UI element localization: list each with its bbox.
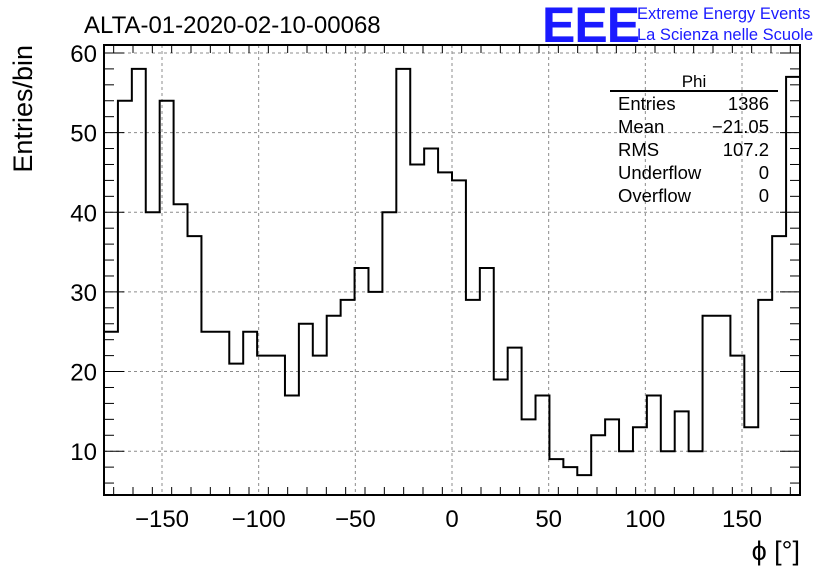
y-tick-label: 40 [70, 200, 97, 227]
x-tick-labels: −150 −100 −50 0 50 100 150 [135, 506, 762, 533]
axis-ticks [104, 45, 800, 495]
y-tick-labels: 10 20 30 40 50 60 [70, 41, 97, 466]
stats-label: Underflow [618, 162, 702, 183]
histogram-series [104, 67, 800, 477]
x-tick-label: −100 [232, 506, 286, 533]
y-tick-label: 20 [70, 360, 97, 387]
x-tick-label: −50 [335, 506, 376, 533]
y-tick-label: 30 [70, 280, 97, 307]
logo-line-2: La Scienza nelle Scuole [637, 26, 813, 44]
x-tick-label: 0 [445, 506, 458, 533]
x-tick-label: 50 [535, 506, 562, 533]
stats-rows: Entries 1386 Mean −21.05 RMS 107.2 Underflow 0 O… [618, 93, 769, 206]
y-tick-label: 60 [70, 41, 97, 68]
x-axis-title: ϕ [°] [752, 536, 800, 566]
grid-lines [104, 45, 800, 495]
y-axis-title: Entries/bin [8, 45, 38, 173]
x-tick-label: 150 [722, 506, 762, 533]
stats-label: Overflow [618, 185, 692, 206]
stats-label: RMS [618, 139, 659, 160]
stats-title: Phi [682, 72, 707, 91]
stats-value: 1386 [728, 93, 769, 114]
stats-value: 107.2 [723, 139, 769, 160]
stats-label: Mean [618, 116, 664, 137]
stats-value: 0 [759, 185, 769, 206]
eee-logo: EEE Extreme Energy Events La Scienza nel… [542, 0, 813, 53]
stats-value: 0 [759, 162, 769, 183]
y-tick-label: 10 [70, 439, 97, 466]
x-tick-label: −150 [135, 506, 189, 533]
stats-label: Entries [618, 93, 676, 114]
stats-value: −21.05 [712, 116, 769, 137]
y-tick-label: 50 [70, 121, 97, 148]
stats-box: Phi Entries 1386 Mean −21.05 RMS 107.2 Underfl… [610, 72, 778, 206]
plot-frame [103, 44, 801, 496]
x-tick-label: 100 [625, 506, 665, 533]
chart-title: ALTA-01-2020-02-10-00068 [84, 12, 381, 39]
logo-line-1: Extreme Energy Events [637, 5, 810, 23]
